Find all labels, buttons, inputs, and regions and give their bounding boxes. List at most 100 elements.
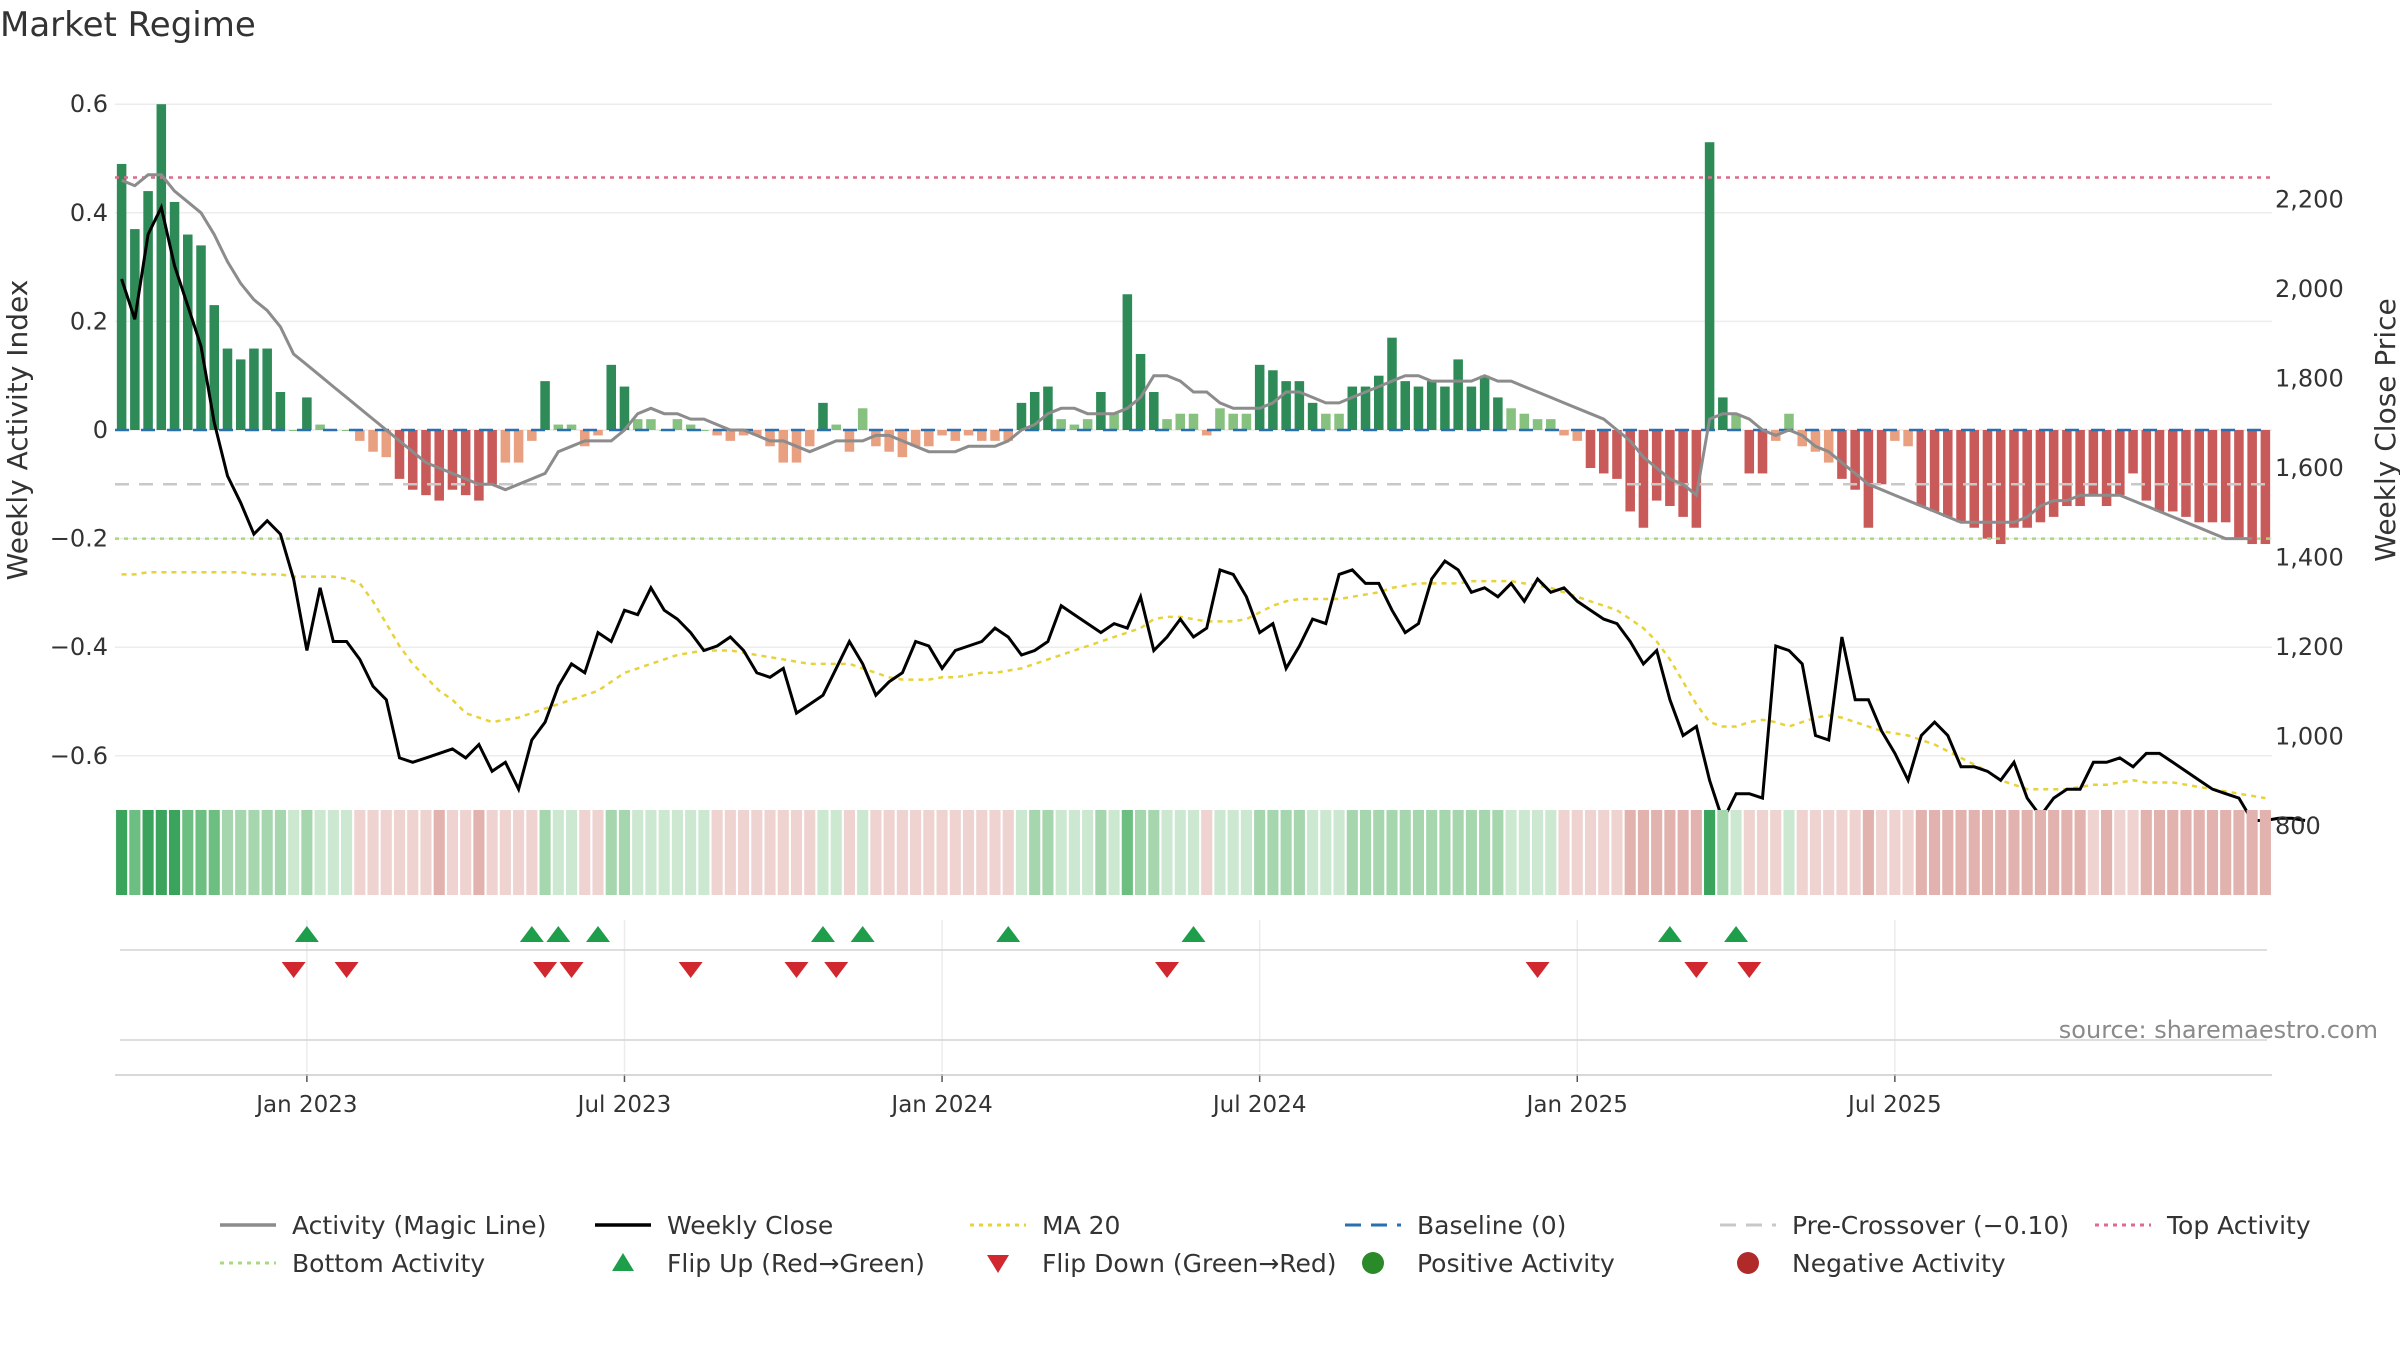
activity-bar <box>2115 430 2125 496</box>
regime-cell <box>1135 810 1147 895</box>
regime-cell <box>168 810 181 895</box>
magic-line <box>121 173 2253 541</box>
activity-bar <box>1612 430 1622 479</box>
activity-bar <box>1254 364 1265 430</box>
regime-cell <box>1412 810 1425 895</box>
regime-cell <box>2140 810 2152 895</box>
activity-bar <box>593 430 603 436</box>
regime-cell <box>1571 810 1583 895</box>
activity-bar <box>818 402 828 430</box>
regime-cell <box>2206 810 2219 895</box>
regime-cell <box>1492 810 1504 895</box>
regime-cell <box>327 810 339 895</box>
regime-cell <box>1690 810 1702 895</box>
activity-bar <box>963 430 974 436</box>
activity-bar <box>500 430 511 463</box>
legend-swatch <box>1362 1252 1384 1274</box>
series-lines <box>115 173 2306 825</box>
weekly-close-line <box>120 202 2306 825</box>
legend-item: Pre-Crossover (−0.10) <box>1720 1211 2069 1240</box>
regime-cell <box>1677 810 1689 895</box>
flip-up-marker <box>294 926 319 942</box>
regime-cell <box>1756 810 1769 895</box>
activity-bar <box>910 430 921 447</box>
regime-cell <box>473 810 485 895</box>
activity-bar <box>169 201 180 430</box>
regime-cell <box>1240 810 1252 895</box>
regime-cell <box>870 810 882 895</box>
regime-cell <box>1399 810 1411 895</box>
activity-bar <box>540 381 550 430</box>
activity-bar <box>1043 386 1053 430</box>
activity-bar <box>1387 337 1397 430</box>
activity-bar <box>553 424 564 430</box>
regime-cell <box>817 810 829 895</box>
legend-item: Negative Activity <box>1737 1249 2006 1278</box>
activity-bar <box>2260 430 2271 545</box>
flip-up-marker <box>1724 926 1749 942</box>
flip-down-marker <box>1155 962 1180 978</box>
activity-bars <box>116 104 2271 545</box>
activity-bar <box>1598 430 1609 474</box>
regime-cell <box>1108 810 1120 895</box>
regime-cell <box>1452 810 1464 895</box>
activity-bar <box>460 430 471 496</box>
regime-cell <box>658 810 670 895</box>
regime-cell <box>1082 810 1094 895</box>
activity-bar <box>1797 430 1807 447</box>
activity-bar <box>1784 413 1794 430</box>
flip-up-marker <box>586 926 611 942</box>
regime-cell <box>1201 810 1213 895</box>
legend-label: Bottom Activity <box>292 1249 485 1278</box>
regime-cell <box>1174 810 1186 895</box>
regime-cell <box>1624 810 1636 895</box>
right-tick-label: 1,600 <box>2275 454 2344 482</box>
activity-bar <box>1268 370 1278 430</box>
activity-bar <box>1704 142 1715 430</box>
left-tick-label: −0.6 <box>50 742 108 770</box>
activity-bar <box>1585 430 1596 469</box>
regime-cell <box>407 810 419 895</box>
regime-cell <box>221 810 234 895</box>
x-tick-label: Jan 2023 <box>254 1092 357 1118</box>
regime-cell <box>883 810 895 895</box>
legend-item: Weekly Close <box>595 1211 833 1240</box>
legend-item: Bottom Activity <box>220 1249 485 1278</box>
regime-cell <box>1902 810 1914 895</box>
regime-cell <box>1267 810 1279 895</box>
regime-cell <box>1862 810 1874 895</box>
activity-bar <box>1016 402 1027 430</box>
activity-bar <box>672 419 683 430</box>
regime-cell <box>1915 810 1927 895</box>
regime-cell <box>2220 810 2232 895</box>
regime-cell <box>830 810 842 895</box>
regime-cell <box>1783 810 1795 895</box>
activity-bar <box>1731 413 1741 430</box>
legend-item: Top Activity <box>2095 1211 2311 1240</box>
right-tick-label: 2,000 <box>2275 275 2344 303</box>
activity-bar <box>1532 419 1543 430</box>
activity-bar <box>209 305 220 430</box>
activity-bar <box>381 430 392 458</box>
regime-cell <box>1055 810 1067 895</box>
activity-bar <box>434 430 444 501</box>
regime-cell <box>698 810 710 895</box>
regime-cell <box>1214 810 1226 895</box>
activity-bar <box>1281 381 1291 430</box>
activity-bar <box>222 348 233 430</box>
regime-cell <box>1651 810 1663 895</box>
flip-down-marker <box>281 962 306 978</box>
flip-up-marker <box>1657 926 1682 942</box>
activity-bar <box>1056 419 1066 430</box>
regime-cell <box>632 810 644 895</box>
activity-bar <box>712 430 722 436</box>
activity-bar <box>2062 430 2072 507</box>
activity-bar <box>1426 381 1437 430</box>
regime-cell <box>645 810 657 895</box>
regime-cell <box>2101 810 2113 895</box>
regime-cell <box>1928 810 1941 895</box>
regime-cell <box>1426 810 1438 895</box>
regime-cell <box>1611 810 1623 895</box>
regime-cell <box>433 810 445 895</box>
